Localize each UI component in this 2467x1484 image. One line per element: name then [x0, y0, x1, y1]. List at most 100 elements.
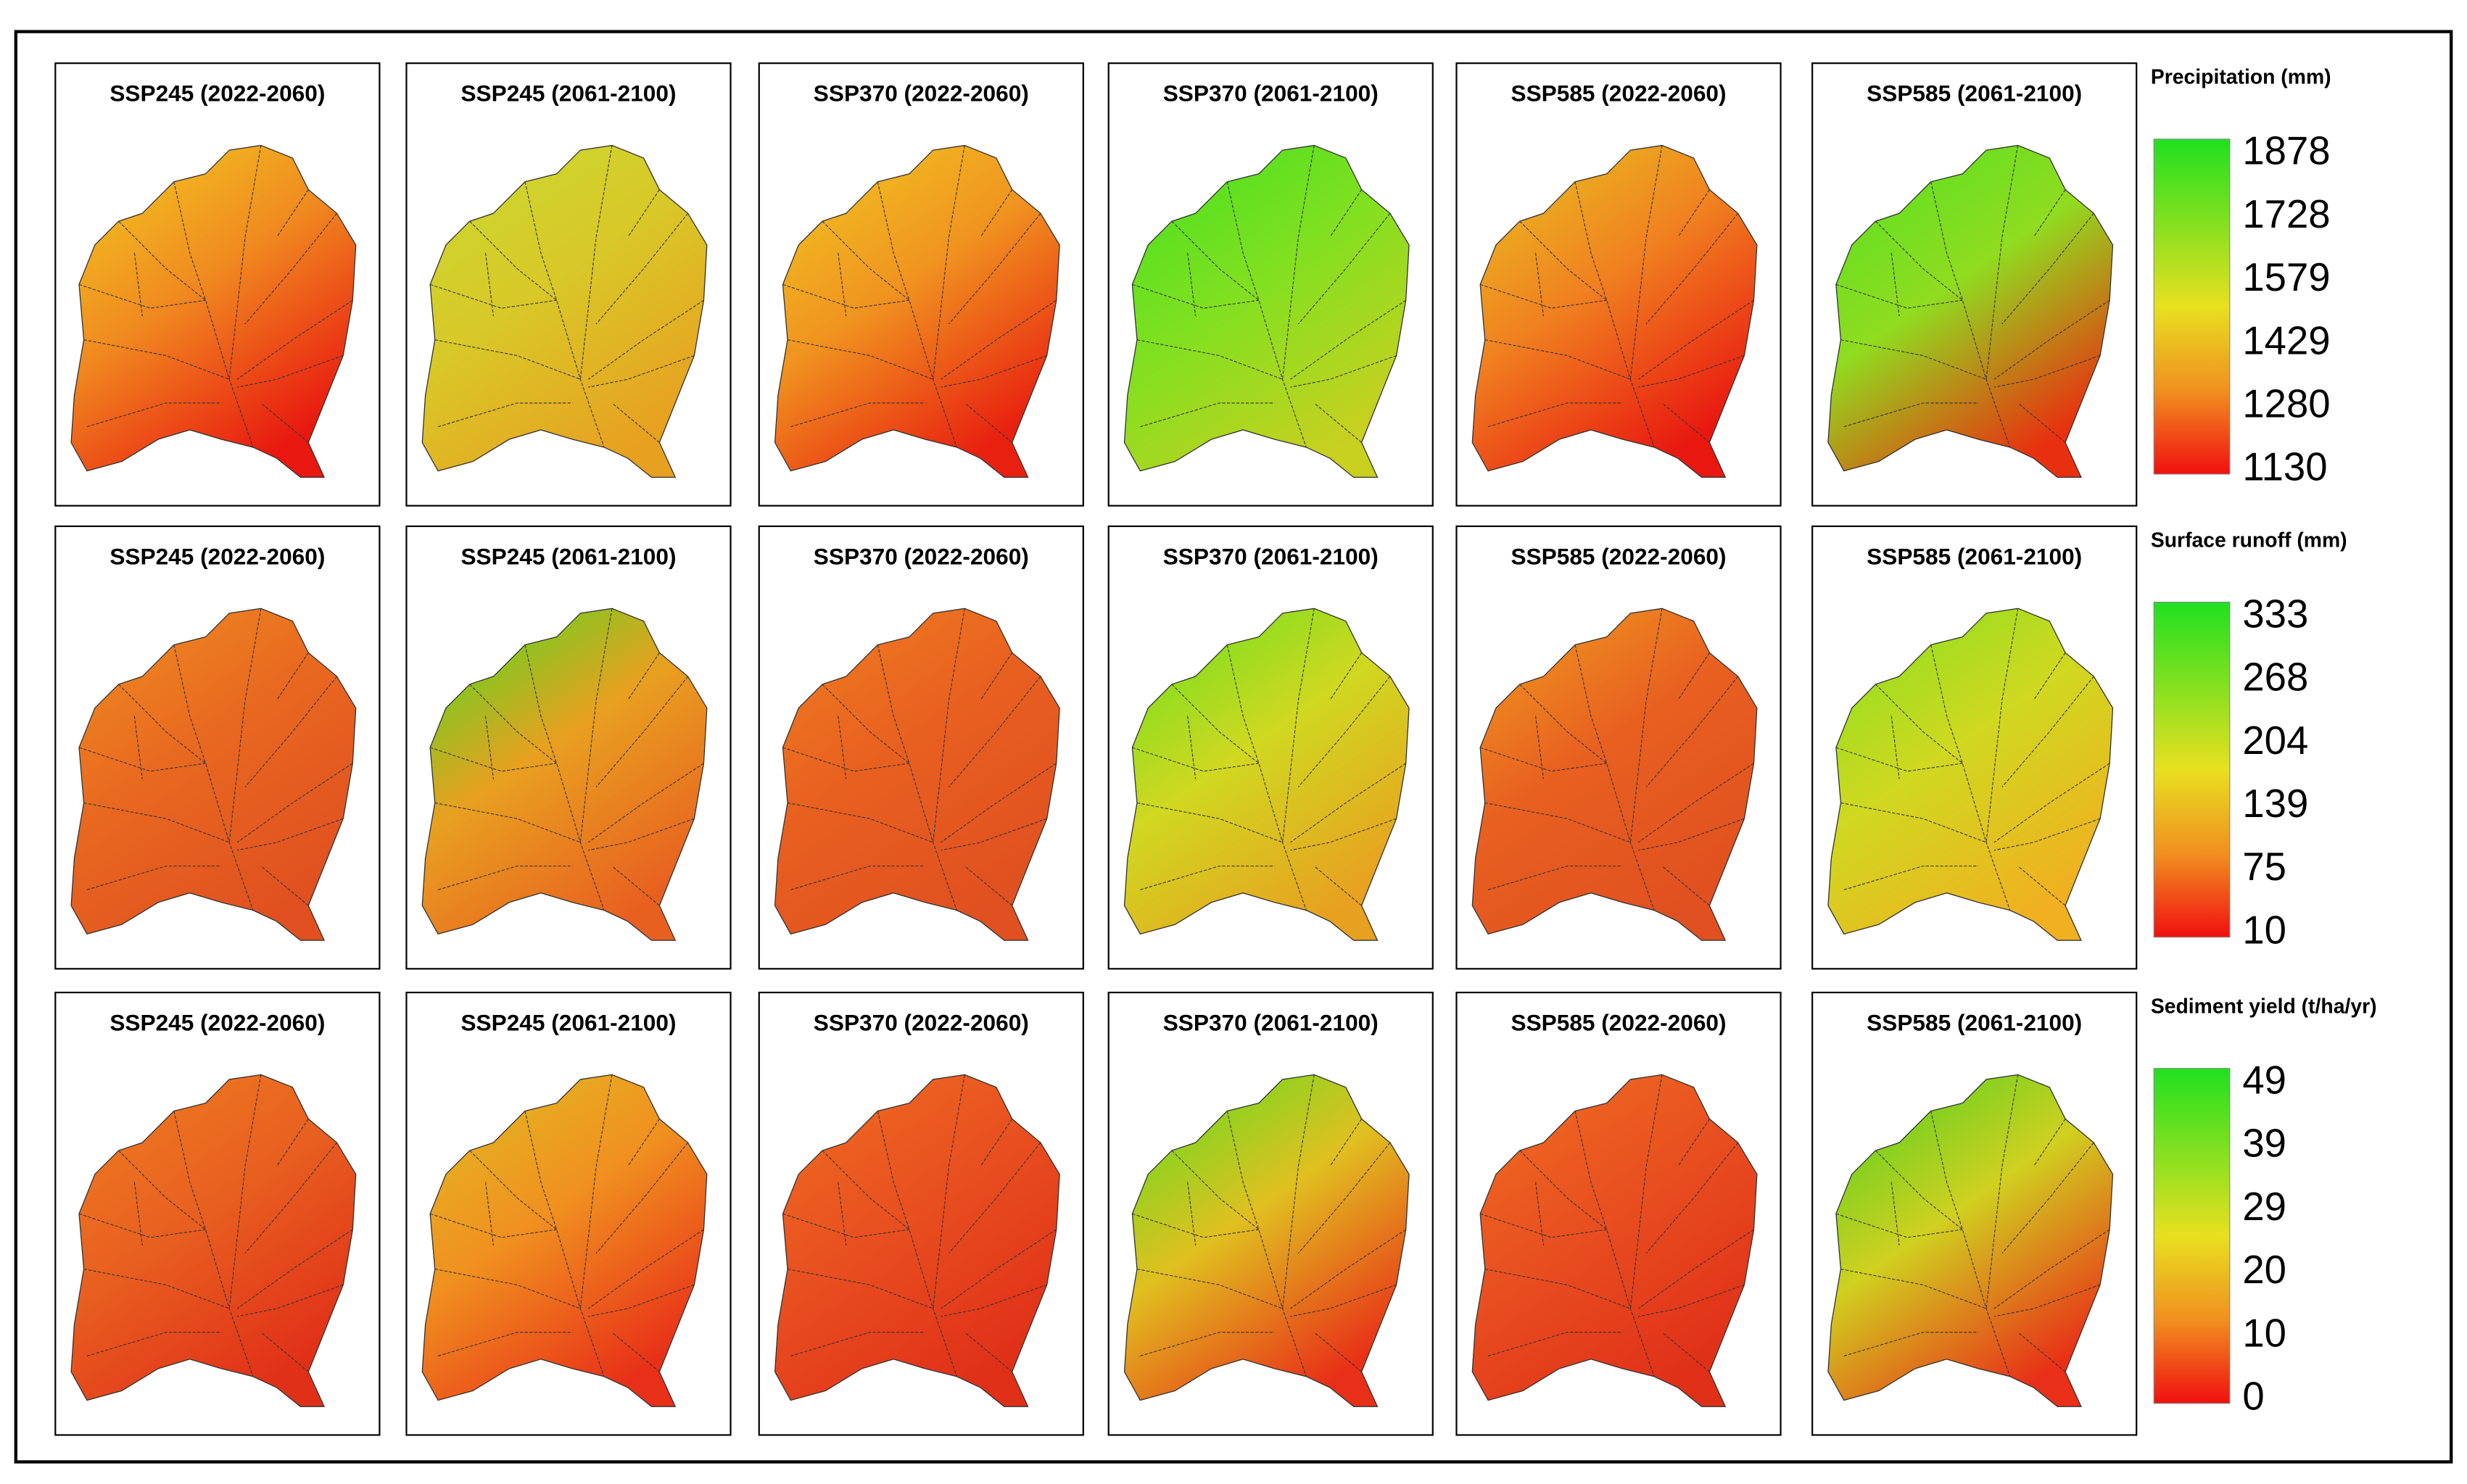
- subbasin-boundary: [1835, 747, 1963, 772]
- subbasin-boundary: [1661, 866, 1710, 906]
- subbasin-boundary: [1136, 802, 1283, 843]
- subbasin-boundary: [1290, 299, 1407, 380]
- watershed: [1123, 144, 1410, 478]
- legend-tick-label: 75: [2242, 845, 2286, 889]
- subbasin-boundary: [437, 866, 573, 890]
- map-panel: SSP245 (2022-2060): [54, 991, 381, 1436]
- panel-title: SSP370 (2022-2060): [814, 80, 1029, 107]
- subbasin-boundary: [627, 189, 660, 238]
- panel-title: SSP245 (2022-2060): [109, 1009, 325, 1035]
- subbasin-boundary: [133, 716, 143, 779]
- subbasin-boundary: [1574, 644, 1608, 764]
- subbasin-boundary: [838, 1182, 847, 1245]
- panel-title: SSP585 (2022-2060): [1511, 543, 1726, 569]
- subbasin-boundary: [434, 339, 581, 380]
- subbasin-boundary: [787, 339, 933, 380]
- subbasin-boundary: [236, 1229, 353, 1309]
- subbasin-boundary: [2001, 212, 2094, 325]
- subbasin-boundary: [1985, 608, 2019, 842]
- subbasin-boundary: [228, 145, 262, 380]
- panel-title: SSP370 (2061-2100): [1163, 543, 1379, 569]
- subbasin-boundary: [1487, 1332, 1623, 1356]
- subbasin-boundary: [1132, 1213, 1259, 1238]
- legend-colorbar: [2153, 1068, 2231, 1404]
- legend-tick-label: 333: [2242, 592, 2308, 636]
- subbasin-boundary: [237, 818, 344, 851]
- subbasin-boundary: [484, 1182, 494, 1245]
- subbasin-boundary: [2033, 1119, 2066, 1167]
- panel-title: SSP370 (2022-2060): [814, 1009, 1029, 1035]
- subbasin-boundary: [86, 402, 222, 428]
- subbasin-boundary: [1840, 1268, 1987, 1309]
- subbasin-boundary: [118, 1150, 254, 1377]
- subbasin-boundary: [611, 866, 660, 906]
- legend-tick-label: 139: [2242, 782, 2308, 826]
- subbasin-boundary: [1140, 1332, 1275, 1356]
- subbasin-boundary: [822, 220, 957, 448]
- map-panel: SSP370 (2061-2100): [1107, 991, 1434, 1436]
- subbasin-boundary: [627, 1119, 660, 1167]
- subbasin-boundary: [1484, 802, 1631, 843]
- subbasin-boundary: [1132, 283, 1259, 309]
- subbasin-boundary: [484, 716, 494, 779]
- legend-tick-label: 0: [2242, 1375, 2264, 1419]
- subbasin-boundary: [933, 1074, 965, 1309]
- subbasin-boundary: [1534, 252, 1544, 317]
- map-panel: SSP585 (2022-2060): [1455, 991, 1782, 1436]
- subbasin-boundary: [524, 644, 558, 764]
- subbasin-boundary: [587, 1229, 704, 1309]
- legend-tick-label: 1429: [2242, 318, 2330, 362]
- subbasin-boundary: [1993, 355, 2101, 388]
- subbasin-boundary: [949, 1142, 1041, 1254]
- panel-title: SSP370 (2061-2100): [1163, 80, 1379, 107]
- subbasin-boundary: [964, 866, 1013, 906]
- watershed: [70, 608, 357, 941]
- subbasin-boundary: [1637, 763, 1754, 843]
- subbasin-boundary: [933, 145, 965, 380]
- subbasin-boundary: [1313, 866, 1362, 906]
- legend-colorbar: [2153, 138, 2231, 475]
- subbasin-boundary: [1136, 339, 1283, 380]
- subbasin-boundary: [86, 1332, 222, 1356]
- subbasin-boundary: [86, 866, 222, 890]
- subbasin-boundary: [1875, 220, 2011, 448]
- subbasin-boundary: [1629, 145, 1663, 380]
- subbasin-boundary: [579, 145, 613, 380]
- legend-tick-label: 1280: [2242, 382, 2330, 426]
- subbasin-boundary: [980, 652, 1013, 701]
- subbasin-boundary: [588, 1284, 695, 1317]
- subbasin-boundary: [1484, 339, 1631, 380]
- subbasin-boundary: [964, 1332, 1013, 1372]
- subbasin-boundary: [790, 866, 925, 890]
- watershed: [774, 608, 1060, 941]
- panel-title: SSP245 (2022-2060): [109, 543, 325, 569]
- subbasin-boundary: [118, 220, 254, 448]
- subbasin-boundary: [838, 252, 847, 317]
- subbasin-boundary: [173, 181, 207, 301]
- subbasin-boundary: [595, 1142, 689, 1254]
- subbasin-boundary: [1890, 1182, 1900, 1245]
- subbasin-boundary: [627, 652, 660, 701]
- watershed: [70, 1074, 357, 1407]
- subbasin-boundary: [595, 212, 689, 325]
- subbasin-boundary: [437, 402, 573, 428]
- subbasin-boundary: [877, 181, 910, 301]
- subbasin-boundary: [78, 747, 206, 772]
- subbasin-boundary: [228, 1074, 262, 1309]
- subbasin-boundary: [1226, 644, 1260, 764]
- subbasin-boundary: [429, 283, 557, 309]
- subbasin-boundary: [1140, 402, 1275, 428]
- map-panel: SSP245 (2061-2100): [405, 525, 732, 970]
- legend-title: Precipitation (mm): [2151, 66, 2331, 89]
- subbasin-boundary: [1187, 1182, 1197, 1245]
- panel-title: SSP245 (2061-2100): [460, 80, 676, 107]
- subbasin-boundary: [1297, 1142, 1391, 1254]
- subbasin-boundary: [118, 684, 254, 911]
- watershed: [1827, 144, 2114, 478]
- subbasin-boundary: [1290, 355, 1397, 388]
- subbasin-boundary: [941, 355, 1047, 388]
- subbasin-boundary: [941, 1284, 1047, 1317]
- subbasin-boundary: [1282, 145, 1315, 380]
- watershed: [774, 144, 1060, 478]
